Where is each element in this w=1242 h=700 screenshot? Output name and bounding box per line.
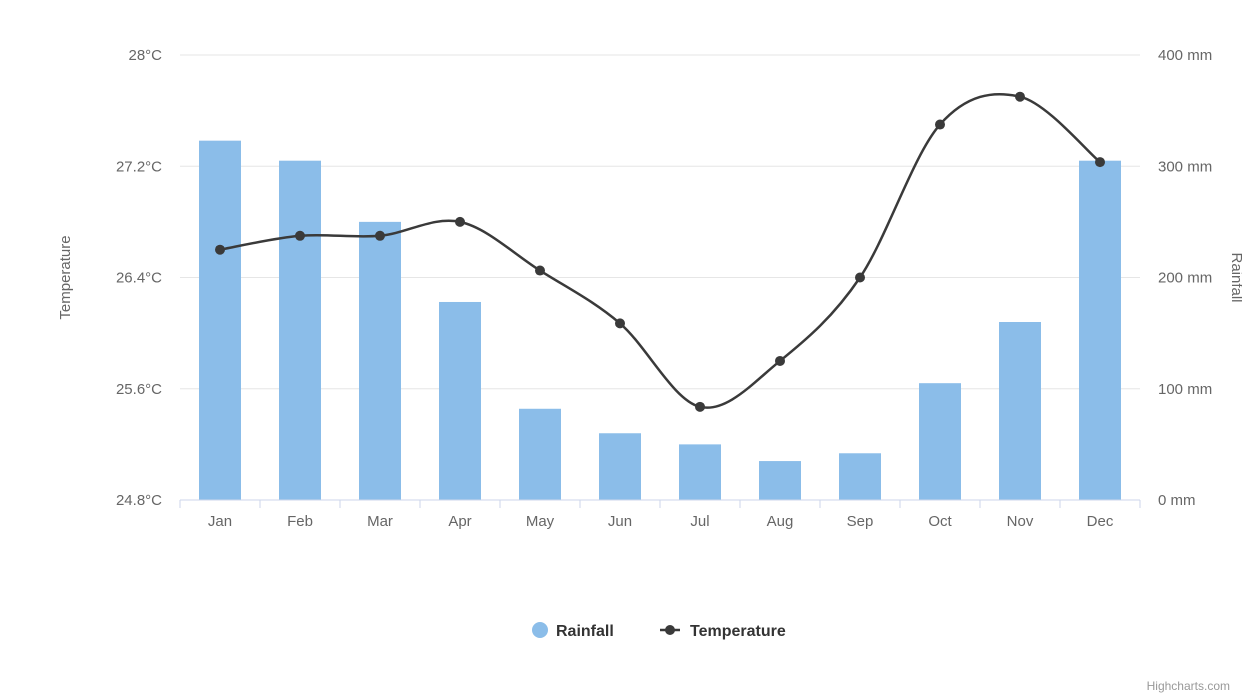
legend-rainfall-label[interactable]: Rainfall [556,623,614,640]
temperature-marker[interactable]: 26.45 [535,266,545,276]
y-right-tick-label: 400 mm [1158,47,1212,64]
legend-rainfall-icon[interactable] [532,622,548,638]
y-left-tick-label: 28°C [128,47,162,64]
x-tick-label: Jun [608,513,632,530]
x-tick-label: Nov [1007,513,1034,530]
rainfall-bar[interactable]: 35 [759,461,801,500]
rainfall-bar[interactable]: 42 [839,453,881,500]
temperature-marker[interactable]: 26.7 [295,231,305,241]
temperature-marker[interactable]: 25.47 [695,402,705,412]
rainfall-bar[interactable]: 60 [599,433,641,500]
x-tick-label: Aug [767,513,794,530]
y-right-title: Rainfall [1228,252,1242,302]
y-right-tick-label: 300 mm [1158,158,1212,175]
x-tick-label: Feb [287,513,313,530]
temperature-marker[interactable]: 27.7 [1015,92,1025,102]
y-left-tick-label: 27.2°C [116,158,162,175]
credit-link[interactable]: Highcharts.com [1147,679,1230,693]
y-right-tick-label: 100 mm [1158,381,1212,398]
y-right-tick-label: 200 mm [1158,270,1212,287]
x-tick-label: Jul [690,513,709,530]
y-left-title: Temperature [57,235,74,319]
rainfall-bar[interactable]: 305 [279,161,321,500]
x-tick-label: Mar [367,513,393,530]
rainfall-bar[interactable]: 160 [999,322,1041,500]
rainfall-bar[interactable]: 250 [359,222,401,500]
temperature-marker[interactable]: 26.4 [855,273,865,283]
x-tick-label: May [526,513,555,530]
temperature-marker[interactable]: 26.7 [375,231,385,241]
y-left-tick-label: 26.4°C [116,270,162,287]
rainfall-bar[interactable]: 178 [439,302,481,500]
rainfall-bar[interactable]: 50 [679,444,721,500]
chart-svg: 323 305 250 178 82 60 50 35 42 105 160 305 Jan Feb Mar… [0,0,1242,700]
temperature-line[interactable] [220,94,1100,407]
x-tick-label: Oct [928,513,952,530]
x-tick-label: Dec [1087,513,1114,530]
y-left-tick-label: 24.8°C [116,492,162,509]
climate-chart: 323 305 250 178 82 60 50 35 42 105 160 305 Jan Feb Mar… [0,0,1242,700]
rainfall-bar[interactable]: 305 [1079,161,1121,500]
y-right-tick-label: 0 mm [1158,492,1196,509]
rainfall-bar[interactable]: 105 [919,383,961,500]
x-tick-label: Jan [208,513,232,530]
temperature-marker[interactable]: 27.5 [935,120,945,130]
rainfall-bar[interactable]: 82 [519,409,561,500]
temperature-marker[interactable]: 25.8 [775,356,785,366]
temperature-marker[interactable]: 26.07 [615,318,625,328]
x-tick-label: Sep [847,513,874,530]
temperature-marker[interactable]: 26.8 [455,217,465,227]
legend-temperature-marker-icon[interactable] [665,625,675,635]
x-tick-label: Apr [448,513,471,530]
rainfall-bar[interactable]: 323 [199,141,241,500]
y-left-tick-label: 25.6°C [116,381,162,398]
legend-temperature-label[interactable]: Temperature [690,623,786,640]
temperature-marker[interactable]: 27.23 [1095,157,1105,167]
temperature-marker[interactable]: 26.6 [215,245,225,255]
